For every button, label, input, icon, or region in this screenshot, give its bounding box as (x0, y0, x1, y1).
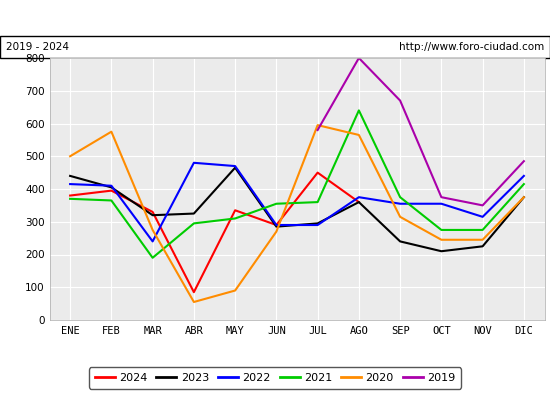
Text: Evolucion Nº Turistas Nacionales en el municipio de Begíjar: Evolucion Nº Turistas Nacionales en el m… (77, 12, 473, 24)
Legend: 2024, 2023, 2022, 2021, 2020, 2019: 2024, 2023, 2022, 2021, 2020, 2019 (89, 368, 461, 388)
Text: 2019 - 2024: 2019 - 2024 (6, 42, 69, 52)
Text: http://www.foro-ciudad.com: http://www.foro-ciudad.com (399, 42, 544, 52)
